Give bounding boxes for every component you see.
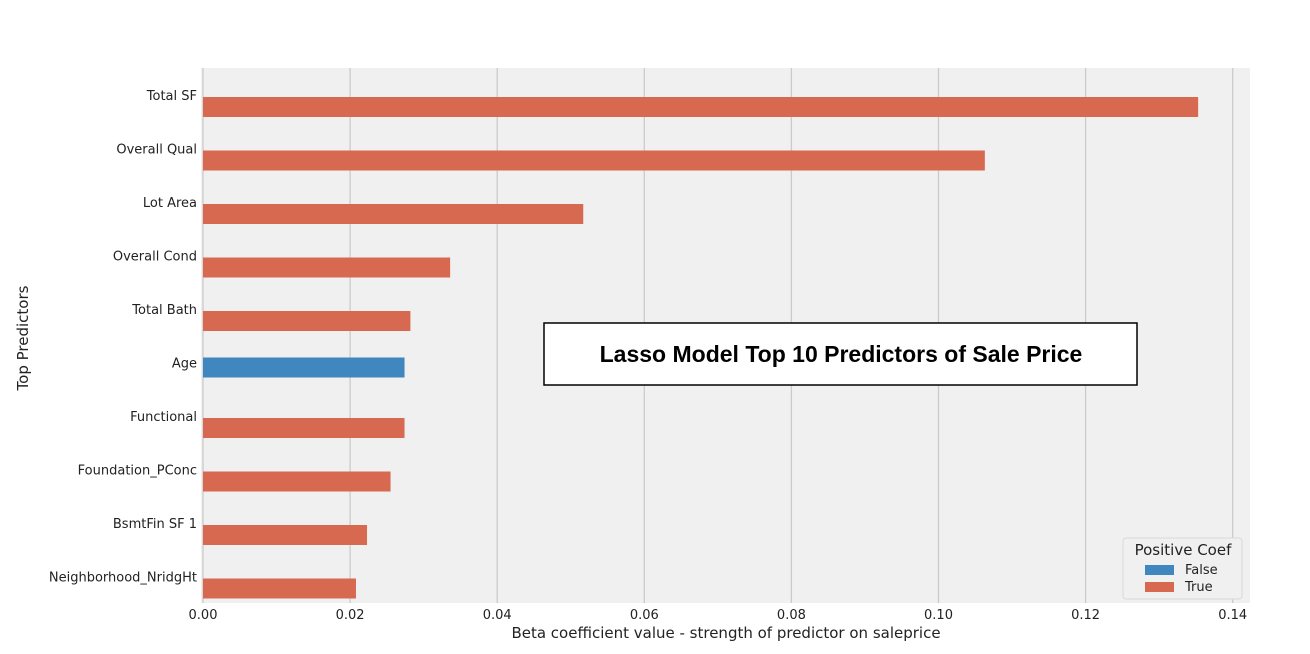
- x-tick-label: 0.14: [1218, 608, 1247, 623]
- y-tick-label: Total SF: [146, 89, 197, 104]
- annotation-box: Lasso Model Top 10 Predictors of Sale Pr…: [543, 322, 1138, 386]
- x-tick-labels: 0.00 0.02 0.04 0.06 0.08 0.10 0.12 0.14: [189, 608, 1248, 623]
- x-tick-label: 0.02: [336, 608, 365, 623]
- bar: [203, 357, 405, 378]
- legend-swatch-false: [1145, 565, 1174, 575]
- x-tick-label: 0.06: [630, 608, 659, 623]
- x-axis-title: Beta coefficient value - strength of pre…: [511, 624, 940, 642]
- x-tick-label: 0.04: [483, 608, 512, 623]
- y-tick-label: Lot Area: [143, 196, 197, 211]
- y-tick-labels: Total SF Overall Qual Lot Area Overall Cond…: [49, 89, 197, 586]
- bar: [203, 204, 584, 224]
- bar: [203, 471, 391, 492]
- bar: [203, 97, 1199, 117]
- legend: Positive Coef False True: [1122, 537, 1243, 600]
- bars: [203, 97, 1199, 599]
- x-tick-label: 0.00: [189, 608, 218, 623]
- bar: [203, 257, 451, 278]
- annotation-frame: [543, 322, 1138, 386]
- y-tick-label: Overall Qual: [116, 143, 197, 158]
- y-tick-label: Overall Cond: [113, 250, 197, 265]
- y-tick-label: Foundation_PConc: [78, 464, 197, 479]
- bar: [203, 418, 405, 438]
- y-tick-label: Neighborhood_NridgHt: [49, 571, 197, 586]
- y-tick-label: Age: [172, 357, 197, 372]
- bar: [203, 150, 985, 171]
- bar: [203, 525, 368, 545]
- y-tick-label: BsmtFin SF 1: [113, 517, 197, 532]
- legend-swatch-true: [1145, 582, 1174, 592]
- annotation-text: Lasso Model Top 10 Predictors of Sale Pr…: [600, 341, 1083, 367]
- legend-label-true: True: [1184, 580, 1213, 595]
- legend-title: Positive Coef: [1135, 541, 1232, 559]
- legend-label-false: False: [1185, 563, 1218, 578]
- bar: [203, 578, 356, 599]
- x-tick-label: 0.10: [924, 608, 953, 623]
- y-tick-label: Functional: [130, 410, 197, 425]
- bar: [203, 311, 411, 331]
- y-axis-title: Top Predictors: [14, 285, 32, 391]
- x-tick-label: 0.12: [1071, 608, 1100, 623]
- x-tick-label: 0.08: [777, 608, 806, 623]
- y-tick-label: Total Bath: [131, 303, 197, 318]
